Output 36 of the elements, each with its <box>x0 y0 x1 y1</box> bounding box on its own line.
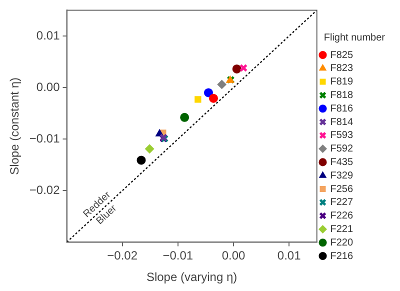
legend-label: F226 <box>330 210 354 222</box>
point <box>239 64 248 72</box>
legend-label: F592 <box>330 144 354 155</box>
y-tick-label: −0.01 <box>29 131 60 146</box>
legend-label: F216 <box>330 250 354 262</box>
y-axis-title: Slope (constant η) <box>8 78 22 175</box>
legend-label: F819 <box>330 76 354 88</box>
y-tick-label: 0.01 <box>36 28 60 42</box>
legend-label: F816 <box>330 103 354 114</box>
legend-label: F220 <box>330 237 354 248</box>
legend-label: F823 <box>330 63 354 74</box>
point <box>180 112 190 122</box>
x-axis-title: Slope (varying η) <box>146 270 238 284</box>
point <box>204 88 213 98</box>
legend-label: F814 <box>330 116 354 128</box>
legend-label: F221 <box>330 224 354 235</box>
legend-title: Flight number <box>324 32 386 44</box>
legend-label: F593 <box>330 130 354 142</box>
point <box>232 64 242 74</box>
legend-label: F329 <box>330 170 354 182</box>
x-tick-label: −0.02 <box>107 248 138 263</box>
y-tick-label: 0.00 <box>36 80 60 94</box>
point <box>208 94 218 103</box>
point <box>194 96 202 103</box>
legend-label: F227 <box>330 197 354 208</box>
x-tick-label: 0.00 <box>222 248 246 263</box>
x-tick-label: −0.01 <box>162 248 194 263</box>
point <box>217 80 226 89</box>
x-tick-label: 0.01 <box>277 248 302 263</box>
y-tick-label: −0.02 <box>29 182 60 197</box>
legend-label: F825 <box>330 50 354 61</box>
legend-label: F435 <box>330 156 354 168</box>
point <box>145 144 154 154</box>
legend-label: F818 <box>330 90 354 101</box>
point <box>136 156 146 165</box>
legend-label: F256 <box>330 184 354 195</box>
